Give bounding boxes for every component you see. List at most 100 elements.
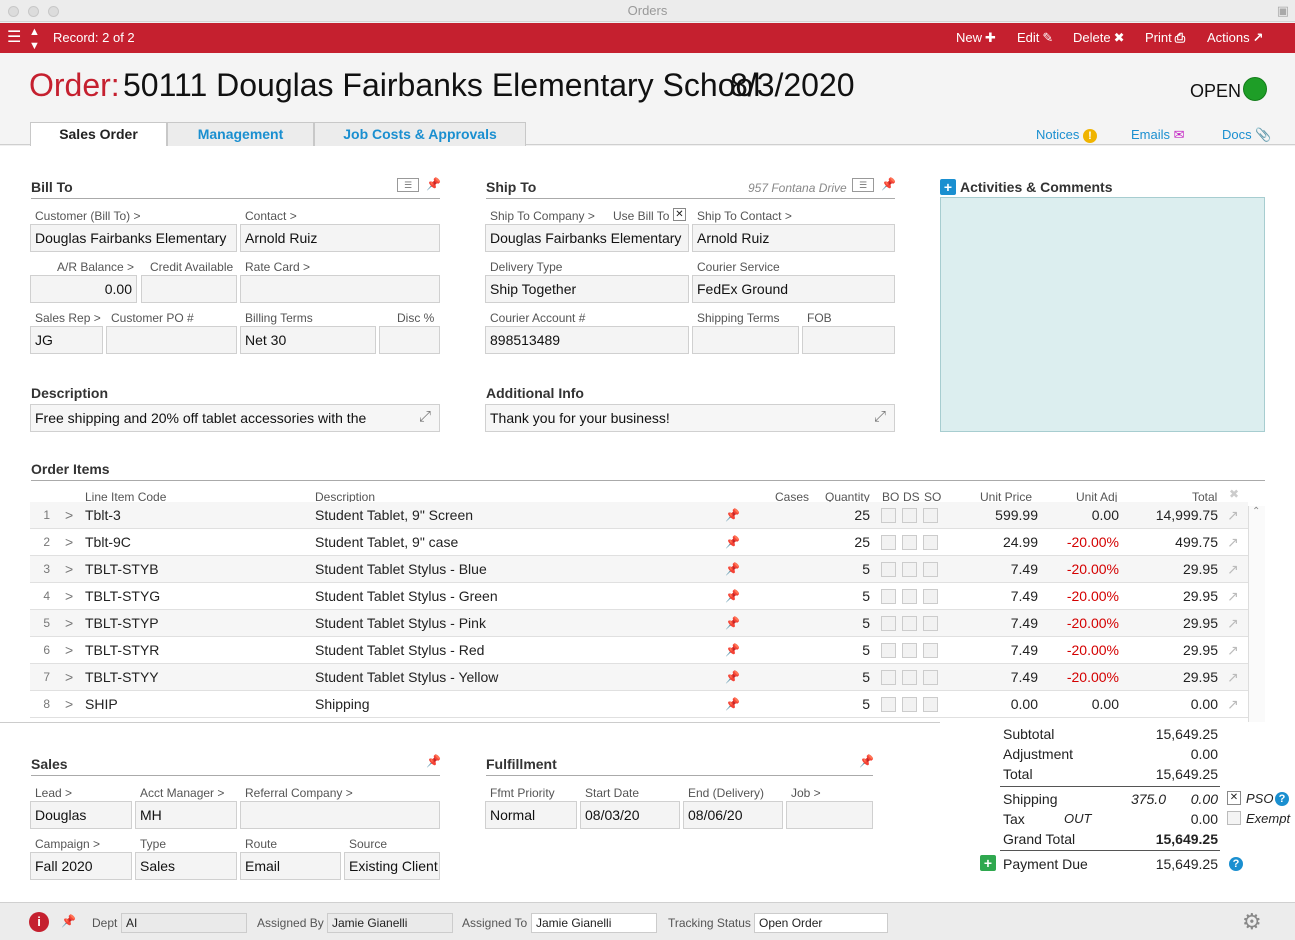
emails-link[interactable]: Emails ✉ bbox=[1131, 127, 1185, 143]
contact-label[interactable]: Contact > bbox=[245, 209, 297, 223]
expand-row-chevron-icon[interactable]: > bbox=[65, 696, 74, 712]
open-item-arrow-icon[interactable]: ↗ bbox=[1227, 561, 1239, 577]
pin-icon[interactable]: 📌 bbox=[881, 177, 896, 191]
edit-button[interactable]: Edit ✎ bbox=[1017, 23, 1053, 53]
line-item-unit-price[interactable]: 7.49 bbox=[1010, 642, 1038, 658]
pin-icon[interactable]: 📌 bbox=[725, 535, 740, 549]
notices-link[interactable]: Notices ! bbox=[1036, 127, 1097, 143]
tab-job-costs[interactable]: Job Costs & Approvals bbox=[314, 122, 526, 146]
pin-icon[interactable]: 📌 bbox=[426, 754, 441, 768]
ds-checkbox[interactable] bbox=[902, 508, 917, 523]
line-item-unit-adj[interactable]: -20.00% bbox=[1066, 534, 1119, 550]
tab-management[interactable]: Management bbox=[167, 122, 314, 146]
line-item-quantity[interactable]: 5 bbox=[862, 588, 870, 604]
referral-label[interactable]: Referral Company > bbox=[245, 786, 353, 800]
line-item-unit-price[interactable]: 7.49 bbox=[1010, 615, 1038, 631]
so-checkbox[interactable] bbox=[923, 697, 938, 712]
row-number[interactable]: 8 bbox=[43, 697, 50, 711]
bo-checkbox[interactable] bbox=[881, 670, 896, 685]
customer-field[interactable]: Douglas Fairbanks Elementary bbox=[30, 224, 237, 252]
acct-manager-label[interactable]: Acct Manager > bbox=[140, 786, 225, 800]
courier-account-field[interactable]: 898513489 bbox=[485, 326, 689, 354]
line-item-unit-adj[interactable]: -20.00% bbox=[1066, 669, 1119, 685]
ds-checkbox[interactable] bbox=[902, 589, 917, 604]
row-number[interactable]: 5 bbox=[43, 616, 50, 630]
minimize-window-button[interactable] bbox=[28, 6, 39, 17]
courier-service-field[interactable]: FedEx Ground bbox=[692, 275, 895, 303]
open-item-arrow-icon[interactable]: ↗ bbox=[1227, 696, 1239, 712]
assigned-to-field[interactable]: Jamie Gianelli bbox=[531, 913, 657, 933]
pin-icon[interactable]: 📌 bbox=[725, 562, 740, 576]
sales-rep-field[interactable]: JG bbox=[30, 326, 103, 354]
line-item-unit-price[interactable]: 7.49 bbox=[1010, 561, 1038, 577]
referral-field[interactable] bbox=[240, 801, 440, 829]
row-number[interactable]: 4 bbox=[43, 589, 50, 603]
pin-icon[interactable]: 📌 bbox=[725, 643, 740, 657]
dept-field[interactable]: AI bbox=[121, 913, 247, 933]
add-activity-button[interactable]: + bbox=[940, 179, 956, 195]
actions-button[interactable]: Actions ↗ bbox=[1207, 23, 1264, 53]
disc-field[interactable] bbox=[379, 326, 440, 354]
ds-checkbox[interactable] bbox=[902, 643, 917, 658]
ship-contact-field[interactable]: Arnold Ruiz bbox=[692, 224, 895, 252]
print-button[interactable]: Print ⎙ bbox=[1145, 23, 1185, 53]
help-icon[interactable]: ? bbox=[1275, 792, 1289, 806]
line-item-total[interactable]: 29.95 bbox=[1182, 669, 1218, 685]
sales-rep-label[interactable]: Sales Rep > bbox=[35, 311, 101, 325]
table-row[interactable]: 6 TBLT-STYR Student Tablet Stylus - Red 5 7.… bbox=[30, 637, 1248, 664]
help-icon[interactable]: ? bbox=[1229, 857, 1243, 871]
new-button[interactable]: New ✚ bbox=[956, 23, 996, 53]
billing-terms-field[interactable]: Net 30 bbox=[240, 326, 376, 354]
so-checkbox[interactable] bbox=[923, 616, 938, 631]
open-item-arrow-icon[interactable]: ↗ bbox=[1227, 615, 1239, 631]
type-field[interactable]: Sales bbox=[135, 852, 237, 880]
bo-checkbox[interactable] bbox=[881, 562, 896, 577]
table-row[interactable]: 7 TBLT-STYY Student Tablet Stylus - Yellow… bbox=[30, 664, 1248, 691]
line-item-unit-price[interactable]: 599.99 bbox=[995, 507, 1038, 523]
line-item-total[interactable]: 29.95 bbox=[1182, 642, 1218, 658]
line-item-description[interactable]: Student Tablet Stylus - Red bbox=[315, 642, 485, 658]
source-field[interactable]: Existing Client bbox=[344, 852, 440, 880]
expand-row-chevron-icon[interactable]: > bbox=[65, 588, 74, 604]
contact-field[interactable]: Arnold Ruiz bbox=[240, 224, 440, 252]
items-scrollbar[interactable]: ⌃ bbox=[1248, 506, 1265, 722]
use-bill-to-checkbox[interactable]: ✕ bbox=[673, 208, 686, 221]
expand-row-chevron-icon[interactable]: > bbox=[65, 561, 74, 577]
fob-field[interactable] bbox=[802, 326, 895, 354]
tax-code[interactable]: OUT bbox=[1064, 811, 1092, 826]
rate-card-field[interactable] bbox=[240, 275, 440, 303]
pin-icon[interactable]: 📌 bbox=[725, 508, 740, 522]
line-item-quantity[interactable]: 5 bbox=[862, 615, 870, 631]
shipping-value[interactable]: 0.00 bbox=[1190, 791, 1218, 807]
pin-icon[interactable]: 📌 bbox=[725, 697, 740, 711]
ship-company-label[interactable]: Ship To Company > bbox=[490, 209, 595, 223]
tab-sales-order[interactable]: Sales Order bbox=[30, 122, 167, 147]
line-item-total[interactable]: 499.75 bbox=[1175, 534, 1218, 550]
table-row[interactable]: 2 Tblt-9C Student Tablet, 9" case 25 24.99 -2… bbox=[30, 529, 1248, 556]
pso-checkbox[interactable]: ✕ bbox=[1227, 791, 1241, 805]
customer-label[interactable]: Customer (Bill To) > bbox=[35, 209, 141, 223]
row-number[interactable]: 7 bbox=[43, 670, 50, 684]
open-item-arrow-icon[interactable]: ↗ bbox=[1227, 588, 1239, 604]
scroll-up-icon[interactable]: ⌃ bbox=[1252, 506, 1261, 517]
bo-checkbox[interactable] bbox=[881, 643, 896, 658]
line-item-unit-adj[interactable]: -20.00% bbox=[1066, 642, 1119, 658]
line-item-description[interactable]: Student Tablet Stylus - Pink bbox=[315, 615, 486, 631]
expand-row-chevron-icon[interactable]: > bbox=[65, 669, 74, 685]
line-item-description[interactable]: Student Tablet, 9" Screen bbox=[315, 507, 474, 523]
ds-checkbox[interactable] bbox=[902, 616, 917, 631]
expand-row-chevron-icon[interactable]: > bbox=[65, 642, 74, 658]
expand-icon[interactable]: ⤢ bbox=[874, 408, 887, 425]
line-item-total[interactable]: 29.95 bbox=[1182, 588, 1218, 604]
open-item-arrow-icon[interactable]: ↗ bbox=[1227, 534, 1239, 550]
address-card-icon[interactable]: ☰ bbox=[397, 178, 419, 192]
gear-icon[interactable]: ⚙ bbox=[1242, 909, 1262, 934]
campaign-field[interactable]: Fall 2020 bbox=[30, 852, 132, 880]
lead-field[interactable]: Douglas bbox=[30, 801, 132, 829]
line-item-quantity[interactable]: 25 bbox=[854, 507, 870, 523]
pin-icon[interactable]: 📌 bbox=[725, 616, 740, 630]
pin-icon[interactable]: 📌 bbox=[61, 914, 76, 928]
bo-checkbox[interactable] bbox=[881, 535, 896, 550]
acct-manager-field[interactable]: MH bbox=[135, 801, 237, 829]
line-item-unit-price[interactable]: 0.00 bbox=[1010, 696, 1038, 712]
